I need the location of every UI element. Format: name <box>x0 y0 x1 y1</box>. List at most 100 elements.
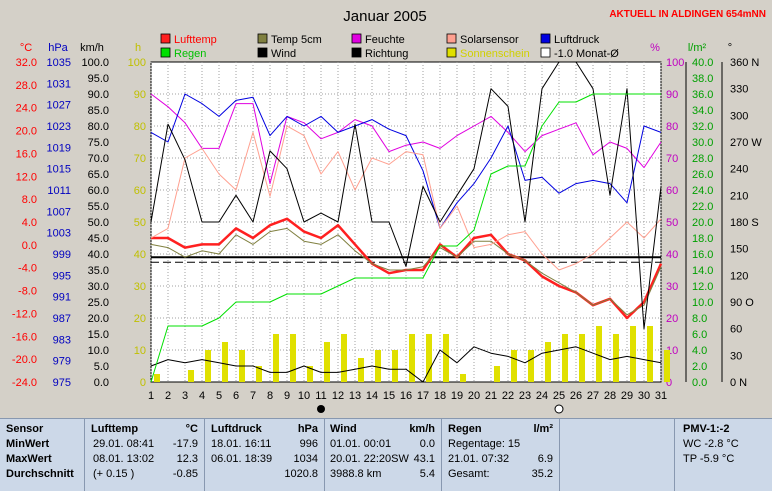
rain-tick: 36.0 <box>692 89 713 101</box>
max-label: MaxWert <box>6 453 52 465</box>
legend-label: Feuchte <box>365 34 405 46</box>
wind-tick: 30.0 <box>88 281 109 293</box>
pressure-tick: 995 <box>53 270 71 282</box>
sun-tick: 50 <box>134 217 146 229</box>
sensor-header: Sensor <box>6 423 44 435</box>
x-tick-label: 4 <box>199 390 205 402</box>
x-tick-label: 12 <box>332 390 344 402</box>
rain-tick: 40.0 <box>692 57 713 69</box>
legend-swatch <box>540 47 551 58</box>
sunshine-bar <box>494 366 500 382</box>
sunshine-bar <box>528 350 534 382</box>
luftdruck-avg-value: 1020.8 <box>284 468 318 480</box>
direction-tick: 60 <box>730 324 742 336</box>
lufttemp-header: Lufttemp <box>91 423 139 435</box>
sunshine-bar <box>579 334 585 382</box>
direction-tick: 210 <box>730 190 748 202</box>
direction-tick: 240 <box>730 164 748 176</box>
wind-tick: 85.0 <box>88 105 109 117</box>
series-feuchte <box>150 93 662 185</box>
dewpoint-value: TP -5.9 °C <box>683 453 735 465</box>
x-tick-label: 10 <box>298 390 310 402</box>
x-tick-label: 3 <box>182 390 188 402</box>
sunshine-bar <box>460 374 466 382</box>
pressure-tick: 991 <box>53 292 71 304</box>
x-tick-label: 21 <box>485 390 497 402</box>
wind-max-time: 20.01. 22:20SW <box>330 453 409 465</box>
x-tick-label: 11 <box>315 390 326 402</box>
regen-total-label: Gesamt: <box>448 468 490 480</box>
legend-swatch <box>351 47 362 58</box>
humidity-tick: 60 <box>666 185 678 197</box>
sunshine-bar <box>188 370 194 382</box>
rain-tick: 14.0 <box>692 265 713 277</box>
sun-tick: 80 <box>134 121 146 133</box>
pressure-tick: 999 <box>53 249 71 261</box>
wind-tick: 80.0 <box>88 121 109 133</box>
wind-tick: 25.0 <box>88 297 109 309</box>
lufttemp-unit: °C <box>185 423 198 435</box>
sun-tick: 20 <box>134 313 146 325</box>
rain-tick: 32.0 <box>692 121 713 133</box>
pressure-tick: 1035 <box>47 57 71 69</box>
direction-tick: 330 <box>730 84 748 96</box>
full-moon-icon <box>554 404 564 414</box>
x-tick-label: 15 <box>383 390 395 402</box>
wind-tick: 75.0 <box>88 137 109 149</box>
x-tick-label: 25 <box>553 390 565 402</box>
wind-tick: 45.0 <box>88 233 109 245</box>
wind-tick: 40.0 <box>88 249 109 261</box>
avg-label: Durchschnitt <box>6 468 74 480</box>
legend: Lufttemp Regen Temp 5cm Wind Feuchte Richtung… <box>160 33 619 60</box>
series-richtung <box>150 61 662 330</box>
direction-tick: 300 <box>730 110 748 122</box>
sunshine-bar <box>341 334 347 382</box>
legend-swatch <box>257 33 268 44</box>
spacer-column <box>560 419 675 491</box>
temp-tick: -24.0 <box>12 377 37 389</box>
x-tick-label: 8 <box>267 390 273 402</box>
legend-label: -1.0 Monat-Ø <box>554 48 619 60</box>
legend-label: Temp 5cm <box>271 34 322 46</box>
sunshine-bar <box>358 358 364 382</box>
sun-tick: 100 <box>128 57 146 69</box>
lufttemp-avg-value: -0.85 <box>172 468 198 480</box>
unit-humidity: % <box>650 42 660 54</box>
humidity-tick: 100 <box>666 57 684 69</box>
windchill-value: WC -2.8 °C <box>683 438 739 450</box>
x-tick-label: 5 <box>216 390 222 402</box>
lufttemp-column: Lufttemp °C 29.01. 08:41 -17.9 08.01. 13:0… <box>85 419 205 491</box>
sunshine-bar <box>375 350 381 382</box>
pressure-tick: 1007 <box>47 206 71 218</box>
rain-tick: 2.0 <box>692 361 707 373</box>
pressure-tick: 975 <box>53 377 71 389</box>
pressure-tick: 1027 <box>47 100 71 112</box>
wind-min-time: 01.01. 00:01 <box>330 438 392 450</box>
x-tick-label: 2 <box>165 390 171 402</box>
sun-tick: 70 <box>134 153 146 165</box>
pressure-tick: 1015 <box>47 164 71 176</box>
rain-tick: 26.0 <box>692 169 713 181</box>
sunshine-bar <box>562 334 568 382</box>
pressure-tick: 1011 <box>47 185 71 197</box>
lufttemp-trend: (+ 0.15 ) <box>93 468 135 480</box>
legend-label: Sonnenschein <box>460 48 530 60</box>
sunshine-bar <box>409 334 415 382</box>
direction-tick: 120 <box>730 270 748 282</box>
temp-tick: 12.0 <box>16 171 37 183</box>
direction-tick: 0 N <box>730 377 747 389</box>
luftdruck-header: Luftdruck <box>211 423 262 435</box>
temp-tick: 32.0 <box>16 57 37 69</box>
regen-max-time: 21.01. 07:32 <box>448 453 510 465</box>
legend-label: Solarsensor <box>460 34 519 46</box>
regen-unit: l/m² <box>533 423 553 435</box>
x-tick-label: 27 <box>587 390 599 402</box>
sunshine-bar <box>154 374 160 382</box>
wind-tick: 95.0 <box>88 73 109 85</box>
x-tick-label: 22 <box>502 390 514 402</box>
rain-tick: 16.0 <box>692 249 713 261</box>
rain-tick: 22.0 <box>692 201 713 213</box>
sunshine-bar <box>426 334 432 382</box>
sunshine-bar <box>511 350 517 382</box>
sunshine-bar <box>596 326 602 382</box>
